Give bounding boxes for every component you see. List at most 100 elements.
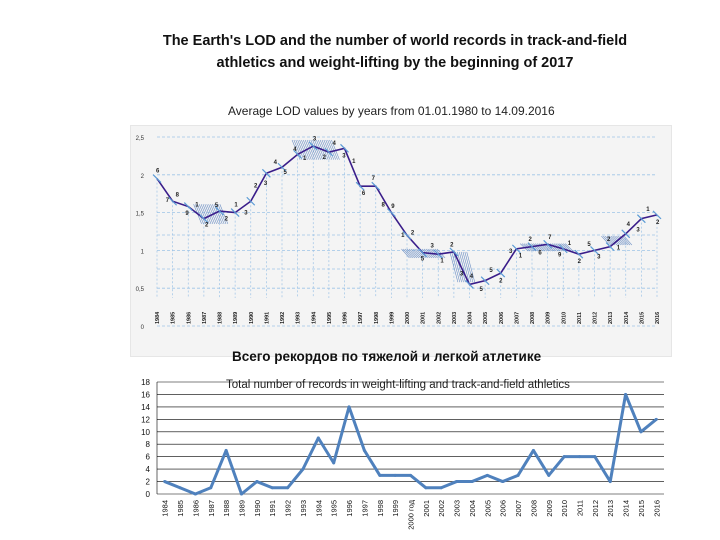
lod-annotation-label: 6 [156,169,160,175]
lod-hatch [451,251,461,283]
records-x-tick-label: 1997 [360,500,369,517]
lod-annotation-label: 6 [538,251,542,257]
lod-point-tick [402,230,412,240]
records-x-tick-label: 1996 [345,500,354,517]
lod-annotation-label: 5 [587,242,591,248]
lod-hatch [621,235,631,246]
lod-hatch [195,204,204,225]
lod-x-tick-label: 2000 [405,312,411,324]
lod-x-tick-label: 1994 [311,311,317,324]
lod-point-tick [558,244,568,254]
lod-x-tick-label: 2012 [593,312,599,324]
lod-annotation-label: 1 [401,233,405,239]
lod-hatch [197,204,206,225]
lod-annotation-label: 3 [597,255,601,261]
records-x-tick-label: 2005 [483,500,492,517]
lod-point-tick [590,245,599,255]
lod-hatch [314,139,323,160]
lod-point-tick [386,208,396,218]
lod-hatch [623,235,633,246]
records-y-tick-label: 18 [141,378,150,387]
records-y-tick-label: 4 [146,465,151,474]
lod-point-tick [496,268,506,278]
lod-x-tick-label: 1987 [202,312,208,324]
lod-x-tick-label: 2013 [608,312,614,324]
records-x-tick-label: 2008 [529,500,538,517]
lod-hatch [316,139,325,160]
lod-annotation-label: 1 [568,241,572,247]
lod-x-tick-label: 1999 [389,312,395,324]
lod-x-tick-label: 1996 [343,312,349,324]
lod-hatch [204,204,214,225]
lod-annotation-label: 5 [215,203,219,209]
records-x-tick-label: 1993 [299,500,308,517]
lod-hatch [533,243,542,252]
records-x-tick-label: 2003 [453,500,462,517]
records-point [562,455,566,459]
lod-x-tick-label: 1986 [186,312,192,324]
records-x-tick-label: 2016 [652,500,661,517]
records-point [286,486,290,490]
records-y-tick-label: 2 [146,478,151,487]
records-x-tick-label: 1992 [284,500,293,517]
lod-x-tick-label: 1991 [264,312,270,324]
lod-point-tick [543,239,553,249]
lod-x-tick-label: 1995 [327,312,333,324]
lod-annotation-label: 2 [450,242,454,248]
records-point [240,492,243,496]
lod-hatch [323,139,333,160]
lod-annotation-label: 2 [411,231,415,237]
lod-hatch [295,139,305,160]
records-x-tick-label: 1994 [314,500,323,517]
lod-annotation-label: 7 [166,198,170,204]
lod-annotation-label: 9 [558,253,562,259]
records-point [178,486,182,490]
lod-y-tick-label: 1 [141,249,145,255]
lod-x-tick-label: 1989 [233,312,239,324]
lod-annotation-label: 5 [283,170,287,176]
records-x-tick-label: 1998 [376,500,385,517]
lod-hatch [460,251,470,283]
records-point [485,473,489,477]
records-x-tick-label: 1995 [330,500,339,517]
lod-hatch [297,139,306,160]
lod-x-tick-label: 1985 [171,312,177,324]
lod-hatch [410,248,420,259]
lod-hatch [404,248,414,259]
lod-x-tick-label: 2010 [561,312,567,324]
lod-x-tick-label: 2004 [468,311,474,324]
records-x-tick-label: 2014 [622,500,631,517]
lod-point-tick [621,229,631,239]
lod-hatch [453,251,462,283]
records-point [608,480,612,484]
lod-hatch [531,243,540,252]
lod-annotation-label: 2 [656,220,660,226]
records-point [547,473,551,477]
records-point [301,467,305,471]
records-chart-heading: Всего рекордов по тяжелой и легкой атлет… [232,349,542,364]
lod-annotation-label: 4 [332,141,336,147]
lod-x-tick-label: 2011 [577,312,583,324]
records-point [409,473,412,477]
records-point [578,455,581,459]
lod-hatch [564,243,574,252]
lod-hatch [327,139,336,160]
lod-point-tick [480,276,490,286]
lod-x-tick-label: 2008 [530,312,536,324]
lod-annotation-label: 5 [480,287,484,293]
lod-hatch [462,251,472,283]
lod-point-tick [183,202,193,211]
records-point [639,430,643,434]
lod-point-tick [574,249,584,259]
lod-hatch [206,204,216,225]
lod-x-tick-label: 2015 [639,312,645,324]
lod-point-tick [246,196,256,206]
records-x-tick-label: 1989 [238,500,247,517]
records-x-tick-label: 2010 [560,500,569,517]
lod-y-tick-label: 2 [141,174,145,180]
records-y-tick-label: 6 [146,453,151,462]
records-x-tick-label: 2006 [499,500,508,517]
lod-hatch [563,243,572,252]
lod-x-tick-label: 2007 [514,312,520,324]
lod-annotation-label: 3 [460,272,464,278]
